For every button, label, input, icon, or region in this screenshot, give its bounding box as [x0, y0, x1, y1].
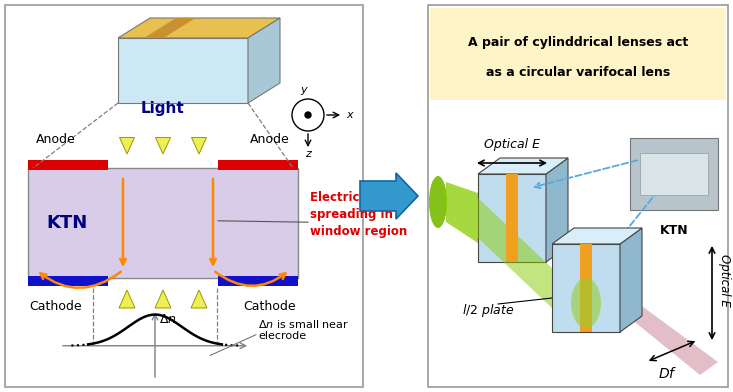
- Polygon shape: [478, 174, 546, 262]
- Bar: [28, 168, 298, 278]
- Ellipse shape: [429, 176, 447, 228]
- Bar: [430, 8, 726, 100]
- Polygon shape: [552, 244, 620, 332]
- Polygon shape: [580, 244, 592, 332]
- Bar: [5, 5, 363, 387]
- Bar: [630, 138, 718, 210]
- Bar: [640, 153, 708, 195]
- Polygon shape: [119, 138, 134, 154]
- Polygon shape: [506, 174, 518, 262]
- Polygon shape: [546, 158, 568, 262]
- Polygon shape: [620, 290, 718, 375]
- Bar: [428, 5, 728, 387]
- Text: $\Delta n$ is small near
elecrode: $\Delta n$ is small near elecrode: [258, 318, 349, 341]
- Text: Anode: Anode: [36, 133, 76, 146]
- Text: Optical E: Optical E: [484, 138, 540, 151]
- Bar: [218, 160, 298, 170]
- Bar: [28, 276, 108, 286]
- Text: Optical E: Optical E: [718, 254, 731, 307]
- Polygon shape: [118, 18, 280, 38]
- Polygon shape: [248, 18, 280, 103]
- Polygon shape: [552, 228, 642, 244]
- Text: Cathode: Cathode: [30, 300, 82, 313]
- FancyArrow shape: [360, 173, 418, 219]
- Text: $l/2$ plate: $l/2$ plate: [462, 302, 515, 319]
- Polygon shape: [478, 198, 552, 308]
- Text: x: x: [346, 110, 353, 120]
- Text: y: y: [301, 85, 307, 95]
- Polygon shape: [144, 18, 196, 38]
- Circle shape: [305, 112, 311, 118]
- Text: Light: Light: [141, 101, 185, 116]
- Text: $Df$: $Df$: [658, 366, 678, 381]
- Polygon shape: [191, 290, 207, 308]
- Bar: [218, 276, 298, 286]
- Ellipse shape: [571, 278, 601, 328]
- Polygon shape: [119, 290, 135, 308]
- Text: A pair of cylinddrical lenses act: A pair of cylinddrical lenses act: [468, 36, 688, 49]
- Text: z: z: [305, 149, 311, 159]
- Polygon shape: [155, 138, 171, 154]
- Polygon shape: [620, 228, 642, 332]
- Text: as a circular varifocal lens: as a circular varifocal lens: [486, 65, 670, 78]
- Bar: [28, 160, 108, 170]
- Polygon shape: [478, 158, 568, 174]
- Text: Anode: Anode: [250, 133, 290, 146]
- Polygon shape: [155, 290, 171, 308]
- Text: Electric field
spreading in
window region: Electric field spreading in window regio…: [310, 191, 408, 238]
- Text: Cathode: Cathode: [243, 300, 296, 313]
- Text: KTN: KTN: [46, 214, 87, 232]
- Polygon shape: [191, 138, 207, 154]
- Polygon shape: [446, 182, 478, 243]
- Text: KTN: KTN: [660, 224, 688, 237]
- Polygon shape: [118, 38, 248, 103]
- Text: $\Delta n$: $\Delta n$: [159, 313, 177, 326]
